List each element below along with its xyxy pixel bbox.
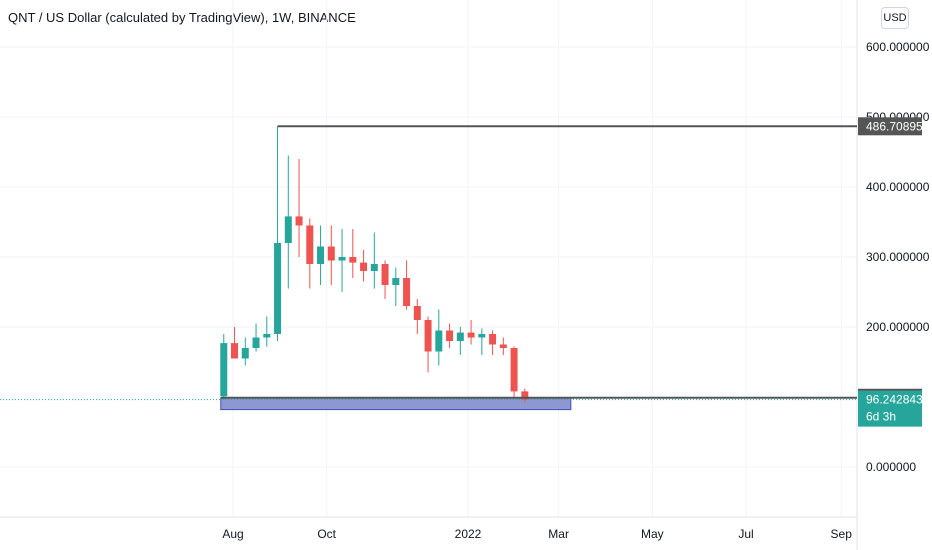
candle-body <box>327 246 335 261</box>
candle-body <box>241 348 249 359</box>
candle-body <box>392 278 400 285</box>
candle-body <box>403 278 411 306</box>
candle-body <box>274 243 282 334</box>
horizontal-lines[interactable] <box>0 125 857 401</box>
candle-body <box>467 332 475 338</box>
level-price-label: 486.708950 <box>866 119 930 133</box>
candle-body <box>349 257 357 263</box>
candle-body <box>231 343 239 359</box>
price-tick-label: 600.000000 <box>866 40 930 54</box>
last-price-label: 96.242843 <box>866 393 923 407</box>
time-tick-label: Jul <box>738 527 753 541</box>
time-tick-label: 2022 <box>455 527 482 541</box>
candle-body <box>478 334 486 338</box>
price-tick-label: 300.000000 <box>866 250 930 264</box>
candle-body <box>370 264 378 271</box>
candle-body <box>220 343 228 397</box>
price-tick-label: 0.000000 <box>866 460 916 474</box>
candle-body <box>295 216 303 226</box>
candle-body <box>306 225 314 264</box>
price-tick-label: 400.000000 <box>866 180 930 194</box>
candles <box>220 126 529 403</box>
candle-body <box>381 264 389 285</box>
time-tick-label: Aug <box>222 527 243 541</box>
candle-body <box>521 391 529 400</box>
candle-body <box>435 330 443 352</box>
candle-body <box>499 344 507 348</box>
candle-body <box>284 216 292 243</box>
candle-body <box>456 332 464 341</box>
time-tick-label: Mar <box>548 527 569 541</box>
currency-button[interactable]: USD <box>881 7 909 29</box>
candle-body <box>446 330 454 341</box>
grid <box>0 0 857 517</box>
bar-countdown-label: 6d 3h <box>866 410 896 424</box>
candle-body <box>424 320 432 352</box>
candle-body <box>263 334 271 338</box>
time-tick-label: Sep <box>831 527 853 541</box>
candle-body <box>489 334 497 345</box>
time-tick-label: Oct <box>317 527 336 541</box>
time-axis[interactable]: Aug Oct 2022 Mar May Jul Sep <box>222 527 852 541</box>
chart-title: QNT / US Dollar (calculated by TradingVi… <box>8 10 356 25</box>
last-price-label-bg <box>858 390 922 427</box>
candle-body <box>413 306 421 320</box>
candle-body <box>510 348 518 392</box>
time-tick-label: May <box>641 527 664 541</box>
candle-body <box>317 246 325 264</box>
candle-body <box>360 262 368 271</box>
price-tick-label: 200.000000 <box>866 320 930 334</box>
candle-body <box>338 257 346 261</box>
level-price-label-bg <box>858 117 922 136</box>
candle-body <box>252 337 260 348</box>
